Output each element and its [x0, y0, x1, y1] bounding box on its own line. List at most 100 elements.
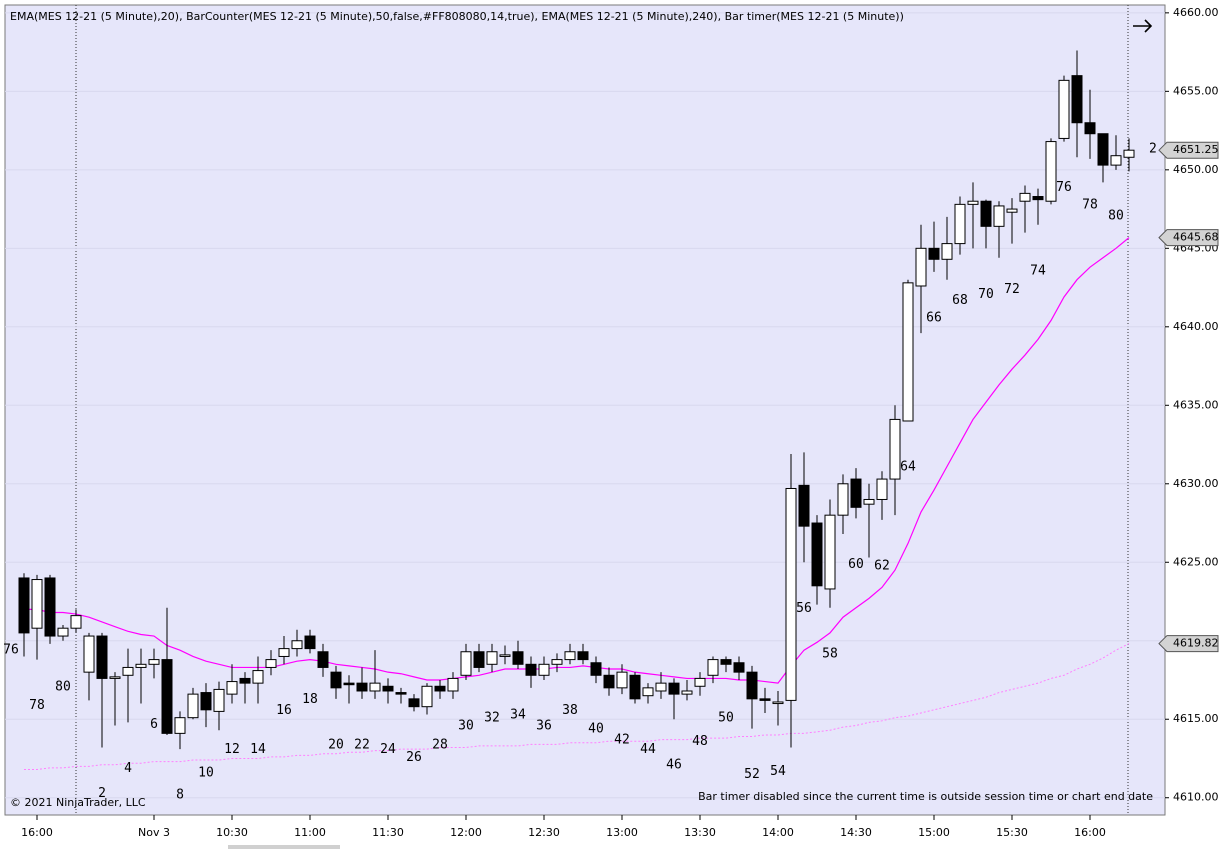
scroll-arrow[interactable]	[1133, 19, 1153, 33]
bar-counter-label: 6	[150, 717, 158, 732]
candle-body	[512, 651, 524, 665]
arrow-icon[interactable]	[1133, 19, 1153, 33]
bar-counter-label: 48	[692, 734, 708, 749]
candle-body	[928, 247, 940, 260]
x-tick-label: 12:00	[450, 826, 482, 839]
indicator-title: EMA(MES 12-21 (5 Minute),20), BarCounter…	[10, 10, 904, 23]
indicator-lines	[24, 237, 1130, 770]
candle-body	[668, 682, 680, 695]
candle-body	[96, 635, 108, 679]
bar-counter-label: 54	[770, 764, 786, 779]
bar-counter-label: 32	[484, 711, 500, 726]
candle-body	[733, 662, 745, 673]
candle-body	[239, 677, 251, 684]
bar-counter-label: 60	[848, 557, 864, 572]
candle-body	[109, 676, 121, 679]
bar-counter-label: 64	[900, 459, 916, 474]
candles	[18, 50, 1135, 750]
bar-counter-label: 74	[1030, 263, 1046, 278]
candle-body	[148, 659, 160, 665]
bar-counter-label: 20	[328, 737, 344, 752]
x-tick-label: 14:30	[840, 826, 872, 839]
bar-counter-label: 12	[224, 742, 240, 757]
candle-body	[707, 659, 719, 676]
bar-counter-label: 14	[250, 742, 266, 757]
bar-counter-label: 34	[510, 708, 526, 723]
candle-body	[486, 651, 498, 665]
candle-body	[837, 483, 849, 516]
candle-body	[1110, 155, 1122, 166]
y-tick-label: 4650.00	[1173, 163, 1219, 176]
candle-body	[213, 688, 225, 712]
candle-body	[31, 579, 43, 629]
candle-body	[44, 577, 56, 637]
candle-body	[408, 698, 420, 708]
candle-body	[616, 671, 628, 689]
bar-counter-label: 10	[198, 766, 214, 781]
price-tag	[1158, 229, 1219, 247]
bar-counter-label: 30	[458, 719, 474, 734]
candle-body	[161, 659, 173, 734]
bar-counter-label: 24	[380, 742, 396, 757]
axes: 4610.004615.004620.004625.004630.004635.…	[5, 6, 1219, 839]
candle-body	[304, 635, 316, 650]
bar-counter-label: 52	[744, 767, 760, 782]
plot-area	[4, 4, 1166, 816]
candle-body	[759, 698, 771, 701]
candle-body	[551, 659, 563, 665]
y-tick-label: 4610.00	[1173, 791, 1219, 804]
candle-body	[577, 651, 589, 661]
bar-counter-label: 42	[614, 733, 630, 748]
ema-line	[24, 643, 1130, 770]
bar-counter-label: 18	[302, 692, 318, 707]
bar-counter-label: 80	[1108, 208, 1124, 223]
price-tag-label: 4619.82	[1173, 637, 1219, 650]
bar-counter-label: 76	[3, 643, 19, 658]
bar-counter-label: 76	[1056, 180, 1072, 195]
bar-counter-label: 26	[406, 750, 422, 765]
candle-body	[252, 670, 264, 684]
candle-body	[1084, 122, 1096, 135]
x-tick-label: 10:30	[216, 826, 248, 839]
copyright: © 2021 NinjaTrader, LLC	[10, 796, 146, 809]
candle-body	[499, 654, 511, 657]
candle-body	[343, 682, 355, 686]
candle-body	[941, 243, 953, 260]
candle-body	[434, 685, 446, 692]
candle-body	[174, 717, 186, 734]
candle-body	[1097, 133, 1109, 166]
candle-body	[772, 701, 784, 705]
price-tag	[1158, 141, 1219, 159]
candle-body	[525, 663, 537, 676]
bar-counter-label: 68	[952, 293, 968, 308]
candle-body	[1032, 196, 1044, 201]
candle-body	[590, 662, 602, 676]
x-tick-label: 16:00	[21, 826, 53, 839]
candle-body	[1123, 149, 1135, 158]
candle-body	[746, 671, 758, 700]
candle-body	[122, 666, 134, 676]
candle-body	[1006, 208, 1018, 213]
bar-counter-label: 78	[1082, 197, 1098, 212]
scrollbar[interactable]	[228, 845, 340, 849]
grid	[5, 12, 1165, 799]
bar-counter-label: 2	[98, 786, 106, 801]
x-tick-label: 13:30	[684, 826, 716, 839]
candle-body	[863, 498, 875, 505]
candle-body	[447, 677, 459, 692]
x-tick-label: 15:30	[996, 826, 1028, 839]
candle-body	[538, 663, 550, 676]
x-tick-label: Nov 3	[138, 826, 170, 839]
candle-body	[317, 651, 329, 668]
candle-body	[226, 681, 238, 695]
candle-body	[642, 687, 654, 697]
x-tick-label: 16:00	[1074, 826, 1106, 839]
candle-body	[356, 682, 368, 692]
candle-body	[629, 674, 641, 700]
y-tick-label: 4660.00	[1173, 6, 1219, 19]
candle-body	[291, 640, 303, 650]
candle-body	[993, 205, 1005, 227]
bar-counter-label: 8	[176, 788, 184, 803]
